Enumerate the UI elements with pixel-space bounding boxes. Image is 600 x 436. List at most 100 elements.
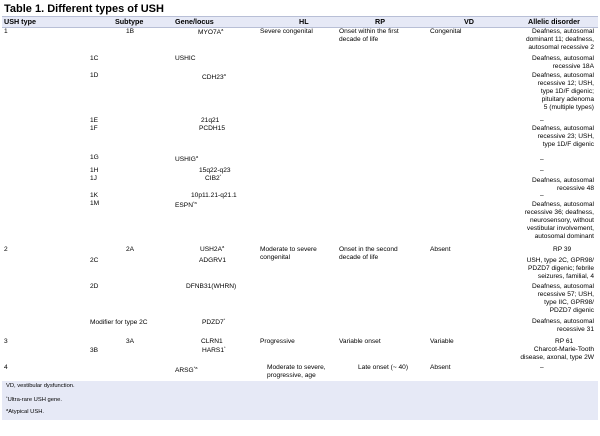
- cell-allelic: PDZD7 digenic: [549, 307, 594, 314]
- header-allelic: Allelic disorder: [528, 17, 580, 26]
- cell-allelic: –: [540, 192, 544, 199]
- header-gene: Gene/locus: [175, 17, 214, 26]
- cell-allelic: vestibular involvement,: [526, 225, 594, 232]
- cell-gene: ESPN*a: [175, 200, 197, 210]
- cell-subtype: 1E: [90, 117, 99, 124]
- cell-subtype: 3A: [126, 338, 135, 345]
- cell-allelic: autosomal dominant: [534, 233, 594, 240]
- cell-allelic: Deafness, autosomal: [532, 28, 594, 35]
- cell-gene: 15q22-q23: [199, 167, 231, 174]
- cell-gene: CLRN1: [201, 338, 223, 345]
- cell-subtype: 1D: [90, 72, 99, 79]
- cell-vd: Variable: [430, 338, 454, 345]
- cell-hl: Moderate to severe,: [267, 364, 326, 371]
- cell-gene: ADGRV1: [199, 257, 226, 264]
- cell-gene: USHIGa: [175, 154, 199, 164]
- cell-subtype: 1B: [126, 28, 135, 35]
- cell-allelic: –: [540, 156, 544, 163]
- cell-gene: CIB2*: [205, 173, 222, 183]
- cell-subtype: 2C: [90, 257, 99, 264]
- cell-allelic: type 1D/F digenic: [542, 141, 594, 148]
- cell-allelic: recessive 12; USH,: [537, 80, 594, 87]
- cell-vd: Absent: [430, 364, 451, 371]
- cell-allelic: –: [540, 167, 544, 174]
- cell-rp: decade of life: [339, 254, 379, 261]
- cell-type: 2: [4, 246, 8, 253]
- cell-allelic: recessive 23; USH,: [537, 133, 594, 140]
- header-hl: HL: [299, 17, 309, 26]
- cell-gene: DFNB31(WHRN): [186, 283, 237, 290]
- cell-allelic: Deafness, autosomal: [532, 55, 594, 62]
- cell-vd: Absent: [430, 246, 451, 253]
- table-title: Table 1. Different types of USH: [4, 3, 164, 15]
- cell-hl: Moderate to severe: [260, 246, 317, 253]
- cell-allelic: Deafness, autosomal: [532, 72, 594, 79]
- header-vd: VD: [464, 17, 474, 26]
- cell-subtype: 2A: [126, 246, 135, 253]
- cell-subtype: 1C: [90, 55, 99, 62]
- cell-allelic: recessive 18A: [552, 63, 594, 70]
- cell-subtype: 1H: [90, 167, 99, 174]
- cell-type: 1: [4, 28, 8, 35]
- footnote-ultra-rare: *Ultra-rare USH gene.: [2, 395, 598, 407]
- cell-gene: USHIC: [175, 55, 196, 62]
- cell-hl: Progressive: [260, 338, 295, 345]
- cell-allelic: neurosensory, without: [529, 217, 594, 224]
- cell-subtype: Modifier for type 2C: [90, 319, 148, 326]
- cell-rp: decade of life: [339, 36, 379, 43]
- cell-allelic: PDZD7 digenic; febrile: [528, 265, 594, 272]
- cell-gene: HARS1*: [202, 345, 226, 355]
- cell-hl: congenital: [260, 254, 291, 261]
- cell-gene: USH2Aa: [200, 244, 225, 254]
- cell-allelic: Charcot-Marie-Tooth: [533, 346, 594, 353]
- cell-allelic: –: [540, 364, 544, 371]
- cell-allelic: type IIC, GPR98/: [544, 299, 594, 306]
- cell-gene: 21q21: [201, 117, 220, 124]
- table-header-row: [2, 16, 598, 28]
- cell-allelic: Deafness, autosomal: [532, 125, 594, 132]
- cell-allelic: RP 61: [555, 338, 574, 345]
- cell-rp: Onset in the second: [339, 246, 398, 253]
- cell-subtype: 1G: [90, 154, 99, 161]
- cell-gene: CDH23a: [202, 72, 226, 82]
- cell-allelic: autosomal recessive 2: [528, 44, 594, 51]
- cell-allelic: Deafness, autosomal: [532, 318, 594, 325]
- cell-subtype: 1F: [90, 125, 98, 132]
- cell-allelic: USH, type 2C, GPR98/: [526, 257, 594, 264]
- cell-gene: PDZD7*: [202, 317, 226, 327]
- cell-subtype: 1M: [90, 200, 100, 207]
- cell-gene: ARSG*a: [175, 365, 198, 375]
- cell-gene: PCDH15: [199, 125, 226, 132]
- cell-subtype: 2D: [90, 283, 99, 290]
- cell-allelic: –: [540, 117, 544, 124]
- cell-allelic: type 1D/F digenic;: [540, 88, 594, 95]
- footnote-atypical: aAtypical USH.: [2, 407, 598, 420]
- cell-rp: Late onset (~ 40): [358, 364, 409, 371]
- cell-allelic: RP 39: [553, 246, 572, 253]
- cell-rp: Onset within the first: [339, 28, 399, 35]
- cell-hl: progressive, age: [267, 372, 316, 379]
- cell-type: 4: [4, 364, 8, 371]
- cell-allelic: dominant 11; deafness,: [525, 36, 594, 43]
- footnote-vd: VD, vestibular dysfunction.: [2, 381, 598, 395]
- cell-gene: 10p11.21-q21.1: [191, 192, 237, 199]
- cell-allelic: pituitary adenoma: [541, 96, 594, 103]
- cell-allelic: Deafness, autosomal: [532, 177, 594, 184]
- cell-allelic: Deafness, autosomal: [532, 201, 594, 208]
- header-subtype: Subtype: [115, 17, 144, 26]
- cell-allelic: disease, axonal, type 2W: [520, 354, 594, 361]
- cell-subtype: 1K: [90, 192, 99, 199]
- cell-allelic: recessive 48: [556, 185, 594, 192]
- header-ush-type: USH type: [4, 17, 36, 26]
- cell-type: 3: [4, 338, 8, 345]
- cell-rp: Variable onset: [339, 338, 381, 345]
- cell-allelic: recessive 57; USH,: [537, 291, 594, 298]
- cell-vd: Congenital: [430, 28, 462, 35]
- cell-allelic: 5 (multiple types): [543, 104, 594, 111]
- cell-allelic: recessive 36; deafness,: [524, 209, 594, 216]
- cell-hl: Severe congenital: [260, 28, 313, 35]
- cell-allelic: Deafness, autosomal: [532, 283, 594, 290]
- header-rp: RP: [375, 17, 385, 26]
- cell-gene: MYO7Aa: [198, 27, 224, 37]
- cell-allelic: seizures, familial, 4: [537, 273, 594, 280]
